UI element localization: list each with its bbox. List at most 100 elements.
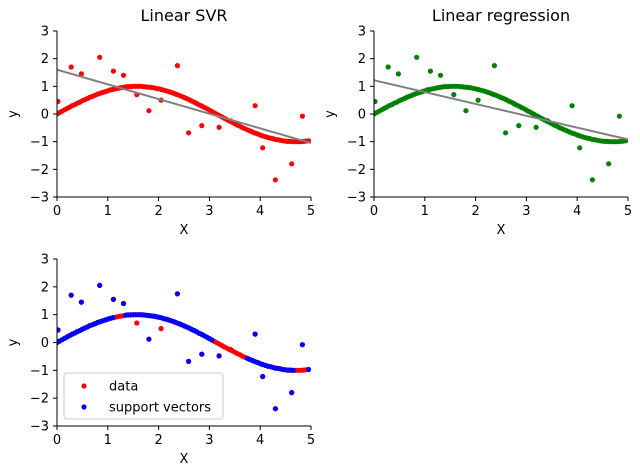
data-point — [272, 177, 278, 183]
y-axis-label: y — [6, 338, 21, 346]
x-tick-label: 5 — [307, 204, 315, 219]
y-tick-label: −3 — [30, 420, 49, 435]
legend-box — [63, 372, 224, 420]
data-point — [146, 108, 152, 114]
data-point — [299, 113, 305, 119]
x-tick-label: 1 — [421, 204, 429, 219]
data-point — [437, 72, 444, 78]
y-tick-label: −1 — [347, 135, 366, 150]
data-point — [97, 282, 103, 288]
data-point — [616, 113, 623, 119]
plot-area — [57, 54, 311, 183]
y-tick-label: −3 — [347, 191, 366, 206]
plot-area — [57, 282, 311, 412]
data-point — [491, 63, 497, 69]
x-tick-label: 2 — [471, 204, 479, 219]
data-point — [385, 64, 391, 70]
y-tick-label: 3 — [358, 25, 366, 40]
data-point — [174, 291, 180, 297]
y-tick-label: 0 — [358, 108, 366, 123]
legend-label: data — [109, 380, 138, 395]
plot-area — [374, 54, 628, 183]
data-point — [463, 108, 469, 114]
chart-panel-2: Linear regression 0 1 2 3 4 5 −3 −2 −1 0 1 2 3 Xy — [323, 6, 632, 238]
x-axis-label: X — [180, 223, 189, 238]
data-point — [209, 337, 215, 343]
data-point — [299, 342, 305, 348]
data-point — [228, 346, 234, 353]
data-point — [186, 358, 192, 364]
data-point — [260, 145, 266, 151]
y-tick-label: 0 — [41, 108, 49, 123]
data-point — [78, 299, 84, 305]
data-point — [374, 98, 378, 105]
chart-panel-3: 0 1 2 3 4 5 −3 −2 −1 0 1 2 3 Xy data support vectors — [6, 253, 315, 468]
data-point — [475, 97, 481, 103]
x-tick-label: 1 — [104, 204, 112, 219]
data-point — [569, 103, 575, 109]
data-point — [110, 68, 116, 74]
y-tick-label: −3 — [30, 191, 49, 206]
chart-panel-1: Linear SVR 0 1 2 3 4 5 −3 −2 −1 0 1 2 3 Xy — [6, 6, 315, 238]
data-point — [395, 71, 401, 77]
data-point — [97, 54, 103, 60]
data-point — [146, 336, 152, 342]
fit-line — [374, 79, 628, 141]
data-point — [186, 130, 192, 136]
y-tick-label: 2 — [41, 280, 49, 295]
x-tick-label: 5 — [307, 433, 315, 448]
data-point — [110, 315, 116, 321]
data-point — [134, 320, 140, 326]
y-tick-label: −2 — [30, 163, 49, 178]
data-point — [589, 177, 596, 183]
y-tick-label: 1 — [41, 308, 49, 323]
x-tick-label: 4 — [573, 204, 581, 219]
x-tick-label: 3 — [205, 433, 213, 448]
x-tick-label: 0 — [53, 204, 61, 219]
x-tick-label: 5 — [624, 204, 632, 219]
y-tick-label: 3 — [41, 253, 49, 268]
y-tick-label: 1 — [41, 80, 49, 95]
data-point — [414, 54, 420, 60]
data-point — [606, 161, 612, 167]
data-point — [272, 406, 278, 412]
data-point — [260, 373, 266, 380]
x-tick-label: 0 — [53, 433, 61, 448]
data-point — [57, 327, 61, 333]
y-tick-label: 1 — [358, 80, 366, 95]
data-point — [289, 390, 295, 396]
y-tick-label: −1 — [30, 364, 49, 379]
data-point — [305, 366, 311, 373]
data-point — [68, 292, 74, 298]
data-point — [533, 124, 539, 130]
data-point — [57, 98, 61, 105]
x-tick-label: 4 — [256, 433, 264, 448]
x-tick-label: 2 — [154, 433, 162, 448]
x-axis-label: X — [497, 223, 506, 238]
data-point — [290, 367, 296, 373]
y-axis-label: y — [6, 110, 21, 118]
y-tick-label: 0 — [41, 336, 49, 351]
y-tick-label: −2 — [347, 163, 366, 178]
data-point — [158, 326, 164, 332]
data-point — [199, 123, 205, 129]
data-point — [427, 68, 433, 74]
data-point — [252, 331, 258, 337]
legend-label: support vectors — [109, 401, 211, 416]
y-axis-label: y — [323, 110, 338, 118]
data-point — [120, 72, 127, 78]
data-point — [289, 161, 295, 167]
legend: data support vectors — [63, 372, 224, 420]
x-tick-label: 0 — [370, 204, 378, 219]
x-tick-label: 3 — [205, 204, 213, 219]
data-point — [216, 353, 222, 359]
data-point — [516, 123, 522, 129]
data-point — [120, 300, 127, 307]
x-axis-label: X — [180, 452, 189, 467]
x-tick-label: 4 — [256, 204, 264, 219]
legend-marker — [81, 383, 87, 389]
data-point — [78, 71, 84, 77]
legend-marker — [81, 404, 87, 410]
data-point — [199, 351, 205, 357]
data-point — [577, 145, 583, 151]
